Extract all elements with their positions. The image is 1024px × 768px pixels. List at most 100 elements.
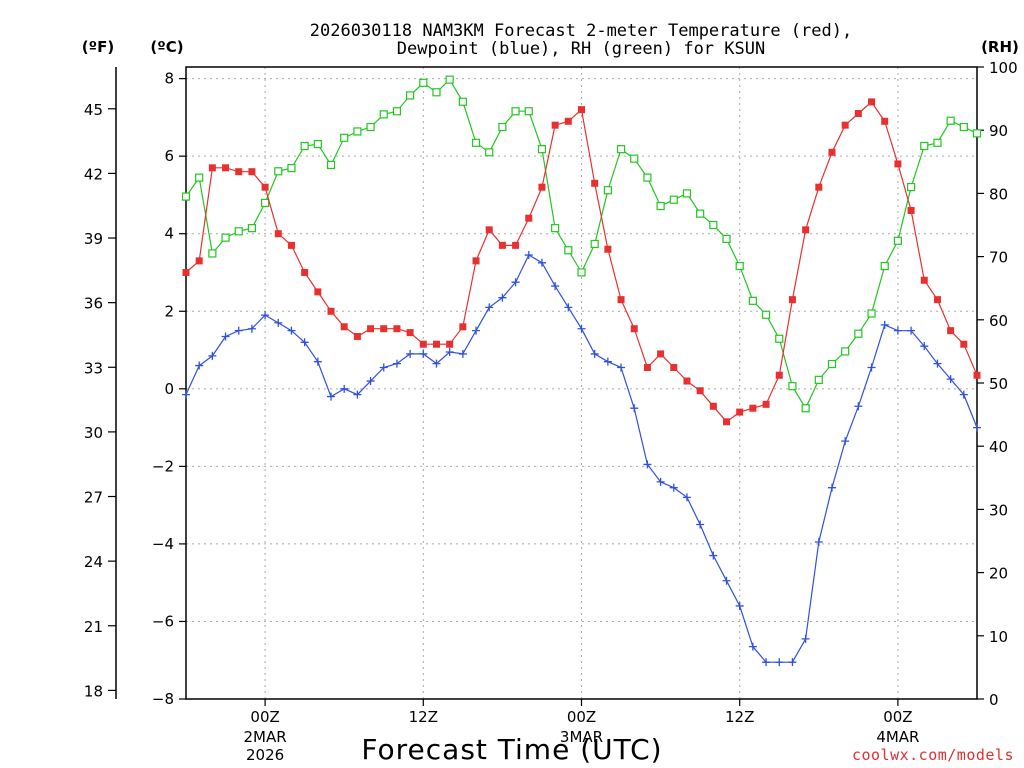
dewpoint-point	[669, 483, 678, 492]
rh-point	[590, 239, 599, 249]
fahrenheit-tick-label: 30	[84, 424, 103, 442]
temperature-point	[854, 110, 862, 118]
grid-lines	[186, 67, 977, 699]
rh-point	[643, 173, 652, 182]
dewpoint-series	[182, 251, 981, 667]
rh-point	[880, 261, 889, 271]
dewpoint-point	[340, 384, 349, 393]
temperature-point	[920, 276, 928, 284]
temperature-point	[472, 257, 480, 265]
rh-point	[682, 189, 692, 198]
celsius-tick-label: −8	[152, 690, 174, 708]
rh-point	[577, 268, 586, 277]
rh-point	[920, 141, 929, 151]
rh-point	[379, 110, 388, 119]
celsius-tick-label: −2	[152, 457, 174, 475]
temperature-point	[709, 402, 717, 410]
dewpoint-point	[959, 390, 968, 399]
temperature-point	[301, 268, 309, 276]
rh-point	[392, 107, 402, 116]
rh-point	[669, 195, 678, 204]
temperature-point	[604, 245, 612, 253]
temperature-point	[327, 307, 335, 315]
fahrenheit-tick-label: 24	[84, 553, 103, 571]
rh-point	[748, 296, 757, 305]
dewpoint-point	[313, 357, 322, 366]
dewpoint-point	[854, 402, 863, 411]
fahrenheit-tick-label: 21	[84, 618, 103, 636]
celsius-tick-label: −4	[152, 535, 174, 553]
dewpoint-point	[261, 311, 270, 320]
rh-tick-label: 60	[989, 312, 1008, 330]
rh-point	[247, 224, 257, 233]
rh-point	[458, 97, 467, 106]
rh-point	[181, 192, 191, 201]
dewpoint-point	[617, 363, 626, 372]
rh-point	[959, 122, 968, 132]
rh-point	[893, 236, 903, 245]
rh-point	[656, 201, 665, 211]
dewpoint-point	[511, 278, 520, 287]
temperature-point	[802, 226, 810, 234]
dewpoint-point	[485, 303, 494, 312]
dewpoint-point	[656, 477, 665, 486]
temperature-point	[788, 296, 796, 304]
rh-tick-label: 30	[989, 501, 1008, 519]
chart-title-line2: Dewpoint (blue), RH (green) for KSUN	[397, 39, 765, 59]
temperature-point	[459, 323, 467, 331]
rh-point	[616, 145, 626, 154]
rh-point	[234, 227, 243, 236]
dewpoint-point	[392, 359, 401, 368]
dewpoint-point	[274, 318, 283, 327]
rh-point	[419, 78, 428, 87]
dewpoint-point	[762, 658, 771, 667]
dewpoint-point	[867, 363, 876, 372]
celsius-tick-label: −6	[152, 612, 174, 630]
temperature-point	[630, 325, 638, 333]
dewpoint-point	[498, 293, 507, 302]
time-tick-label: 00Z	[250, 708, 279, 726]
temperature-point	[973, 371, 981, 379]
temperature-point	[432, 340, 440, 348]
dewpoint-point	[893, 326, 902, 335]
dewpoint-point	[630, 404, 639, 413]
rh-point	[603, 186, 612, 195]
dewpoint-point	[432, 359, 441, 368]
rh-point	[326, 160, 336, 170]
dewpoint-point	[590, 349, 599, 358]
dewpoint-point	[933, 359, 942, 368]
dewpoint-point	[643, 460, 652, 469]
rh-point	[471, 138, 481, 147]
dewpoint-point	[775, 658, 784, 667]
temperature-point	[723, 418, 731, 426]
temperature-series	[182, 98, 981, 426]
rh-point	[709, 220, 718, 230]
fahrenheit-tick-label: 45	[84, 101, 103, 119]
rh-tick-label: 0	[989, 691, 999, 709]
temperature-point	[815, 183, 823, 191]
rh-tick-label: 90	[989, 122, 1008, 140]
dewpoint-point	[564, 303, 573, 312]
temperature-point	[235, 168, 243, 176]
rh-unit-label: (RH)	[981, 38, 1019, 56]
temperature-point	[736, 408, 744, 416]
fahrenheit-tick-label: 18	[84, 682, 103, 700]
dewpoint-point	[353, 390, 362, 399]
rh-point	[933, 138, 942, 147]
rh-point	[287, 164, 296, 173]
temperature-point	[525, 214, 533, 222]
date-label: 3MAR	[560, 728, 603, 746]
temperature-point	[261, 183, 269, 191]
credit-text: coolwx.com/models	[852, 746, 1014, 764]
temperature-point	[512, 241, 520, 249]
dewpoint-point	[472, 326, 481, 335]
temperature-point	[907, 206, 915, 214]
rh-point	[537, 145, 547, 154]
rh-point	[511, 107, 520, 116]
temperature-point	[670, 363, 678, 371]
temperature-point	[340, 323, 348, 331]
temperature-point	[195, 257, 203, 265]
temperature-point	[222, 164, 230, 172]
temperature-point	[696, 387, 704, 395]
